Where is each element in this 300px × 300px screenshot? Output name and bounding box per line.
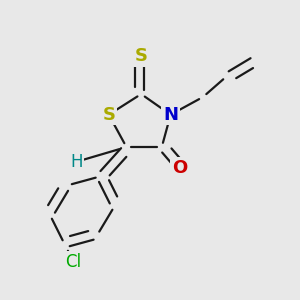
- Text: N: N: [163, 106, 178, 124]
- Text: S: S: [135, 47, 148, 65]
- Text: S: S: [102, 106, 115, 124]
- Text: Cl: Cl: [65, 253, 82, 271]
- Text: O: O: [172, 159, 187, 177]
- Text: H: H: [70, 153, 82, 171]
